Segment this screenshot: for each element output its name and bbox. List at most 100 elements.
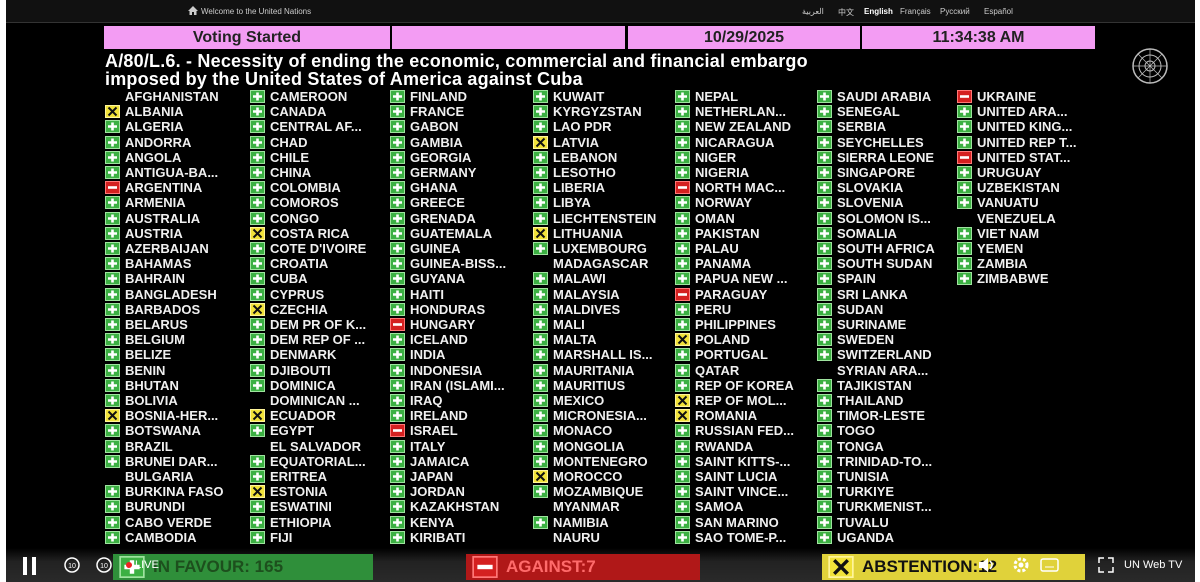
vote-icon <box>533 454 548 468</box>
country-row: LAO PDR <box>533 119 673 134</box>
country-row: SAUDI ARABIA <box>817 89 957 104</box>
vote-icon <box>250 272 265 286</box>
language-link[interactable]: Español <box>984 7 1013 16</box>
country-row: NIGER <box>675 150 815 165</box>
country-name: KENYA <box>410 514 455 530</box>
country-name: GHANA <box>410 180 458 196</box>
country-name: MARSHALL IS... <box>553 347 653 363</box>
vote-icon <box>390 439 405 453</box>
fullscreen-button[interactable] <box>1098 557 1114 576</box>
country-row: UNITED REP T... <box>957 135 1097 150</box>
pause-button[interactable] <box>22 557 38 578</box>
vote-icon <box>675 409 690 423</box>
welcome-link[interactable]: Welcome to the United Nations <box>201 7 312 16</box>
country-row: BOSNIA-HER... <box>105 408 245 423</box>
vote-icon <box>533 318 548 331</box>
vote-icon <box>390 485 405 499</box>
country-row: BRUNEI DAR... <box>105 454 245 469</box>
country-row: PHILIPPINES <box>675 317 815 332</box>
vote-board: Welcome to the United Nations العربية 中文 E… <box>6 0 1195 582</box>
country-name: SWITZERLAND <box>837 347 932 363</box>
captions-button[interactable] <box>1040 557 1060 576</box>
vote-icon <box>817 530 832 544</box>
vote-icon <box>817 378 832 392</box>
country-row: SAINT KITTS-... <box>675 454 815 469</box>
vote-icon <box>817 318 832 331</box>
country-row: PORTUGAL <box>675 347 815 362</box>
country-row: JAMAICA <box>390 454 530 469</box>
vote-icon <box>533 226 548 240</box>
country-row: PAPUA NEW ... <box>675 271 815 286</box>
country-row: NICARAGUA <box>675 135 815 150</box>
vote-icon <box>817 409 832 423</box>
country-row: CANADA <box>250 104 390 119</box>
country-name: EQUATORIAL... <box>270 453 366 469</box>
country-row: KENYA <box>390 515 530 530</box>
country-row: TAJIKISTAN <box>817 378 957 393</box>
country-row: MARSHALL IS... <box>533 347 673 362</box>
vote-icon <box>533 439 548 453</box>
home-icon[interactable] <box>188 6 198 15</box>
vote-icon <box>105 409 120 423</box>
country-row: AUSTRALIA <box>105 211 245 226</box>
country-row: BHUTAN <box>105 378 245 393</box>
time-cell: 11:34:38 AM <box>862 26 1095 49</box>
vote-icon <box>817 166 832 179</box>
date-cell: 10/29/2025 <box>628 26 860 49</box>
country-name: BOLIVIA <box>125 393 178 408</box>
country-name: NIGER <box>695 149 737 165</box>
vote-icon <box>250 409 265 423</box>
tally-icon <box>828 556 854 578</box>
country-name: ZAMBIA <box>977 256 1028 272</box>
country-row: ALGERIA <box>105 119 245 134</box>
country-row: TOGO <box>817 423 957 438</box>
language-link[interactable]: Français <box>900 7 931 16</box>
country-name: IRELAND <box>410 408 468 424</box>
vote-icon <box>675 90 690 103</box>
country-name: LUXEMBOURG <box>553 241 647 256</box>
country-name: MONGOLIA <box>553 438 625 454</box>
vote-icon <box>957 181 972 195</box>
country-name: SEYCHELLES <box>837 134 924 150</box>
country-name: ROMANIA <box>695 408 758 424</box>
vote-icon <box>675 424 690 438</box>
country-row: SURINAME <box>817 317 957 332</box>
country-name: DJIBOUTI <box>270 362 331 378</box>
language-link[interactable]: 中文 <box>838 8 854 17</box>
country-row: TUVALU <box>817 515 957 530</box>
country-name: SLOVAKIA <box>837 180 904 196</box>
country-name: JAMAICA <box>410 453 470 469</box>
language-link[interactable]: English <box>864 7 893 16</box>
country-row: MALDIVES <box>533 302 673 317</box>
vote-icon <box>250 424 265 438</box>
country-name: CAMBODIA <box>125 529 197 545</box>
rewind-button[interactable]: 10 <box>63 556 81 577</box>
vote-icon <box>675 257 690 271</box>
brand-label: UN Web TV <box>1124 559 1183 571</box>
country-row: MADAGASCAR <box>533 256 673 271</box>
vote-icon <box>817 485 832 499</box>
volume-button[interactable] <box>978 557 996 576</box>
country-name: GUATEMALA <box>410 225 493 241</box>
country-name: PALAU <box>695 241 739 256</box>
country-name: PAPUA NEW ... <box>695 271 788 287</box>
country-name: GREECE <box>410 195 465 211</box>
vote-icon <box>533 272 548 286</box>
country-name: BANGLADESH <box>125 286 217 302</box>
country-name: SOLOMON IS... <box>837 210 931 226</box>
country-name: REP OF MOL... <box>695 393 787 408</box>
vote-icon <box>390 424 405 438</box>
language-link[interactable]: Русский <box>940 7 970 16</box>
vote-icon <box>250 333 265 347</box>
country-row: SRI LANKA <box>817 287 957 302</box>
country-name: UZBEKISTAN <box>977 180 1060 196</box>
language-link[interactable]: العربية <box>802 7 824 16</box>
vote-icon <box>675 120 690 134</box>
forward-button[interactable]: 10 <box>95 556 113 577</box>
settings-button[interactable] <box>1012 556 1030 577</box>
vote-icon <box>533 90 548 103</box>
vote-icon <box>533 333 548 347</box>
country-name: SAINT VINCE... <box>695 484 789 500</box>
vote-icon <box>817 242 832 255</box>
vote-icon <box>105 257 120 271</box>
